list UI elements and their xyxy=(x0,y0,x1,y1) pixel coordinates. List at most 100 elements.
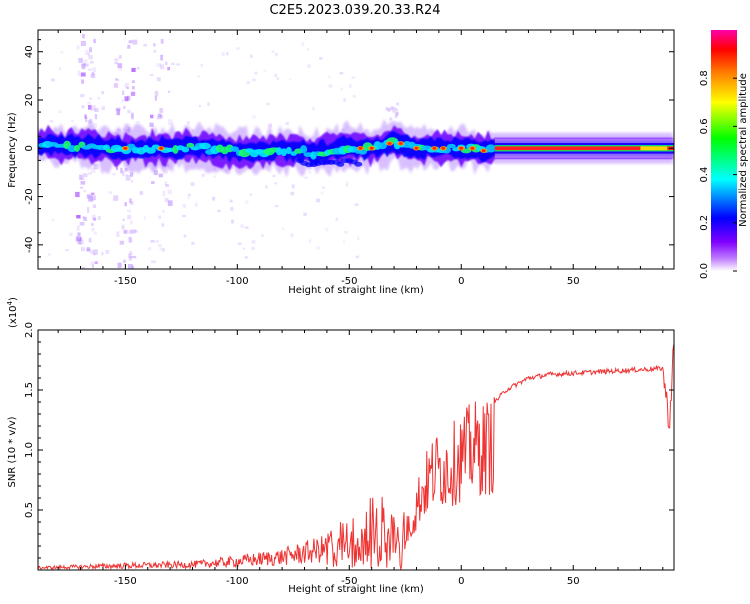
spectrogram-speckle xyxy=(85,64,88,67)
spectrogram-hotspot xyxy=(470,146,475,150)
spectrogram-speckle xyxy=(159,64,165,70)
spectrogram-speckle xyxy=(308,171,312,174)
spectrogram-speckle xyxy=(235,47,240,51)
spectrogram-speckle xyxy=(150,128,153,131)
spectrogram-speckle xyxy=(324,228,329,232)
spectrogram-speckle xyxy=(91,197,95,201)
spectrogram-speckle xyxy=(121,170,125,177)
spectrogram-core xyxy=(199,142,211,150)
spectrogram-speckle xyxy=(385,107,389,111)
spectrogram-core xyxy=(300,145,308,154)
colorbar-tick-label: 0.6 xyxy=(699,118,710,134)
spectrogram-speckle xyxy=(83,63,87,66)
spectrogram-speckle xyxy=(77,239,82,245)
spectrogram-speckle xyxy=(335,217,339,221)
spectrogram-speckle xyxy=(114,58,118,64)
colorbar-tick-label: 0.8 xyxy=(699,70,710,86)
spectrogram-speckle xyxy=(357,236,360,241)
spectrogram-speckle xyxy=(130,112,134,119)
spectrogram-speckle xyxy=(82,189,87,193)
spectrogram-xtick-label: 50 xyxy=(567,276,580,287)
spectrogram-speckle xyxy=(79,239,84,245)
spectrogram-speckle xyxy=(291,184,295,189)
spectrogram-speckle xyxy=(165,184,169,188)
spectrogram-speckle xyxy=(82,173,88,178)
spectrogram-speckle xyxy=(130,172,134,177)
spectrogram-speckle xyxy=(244,226,249,229)
spectrogram-speckle xyxy=(86,194,92,199)
spectrogram-speckle xyxy=(198,104,202,108)
spectrogram-speckle xyxy=(250,54,253,58)
spectrogram-xtick-label: -50 xyxy=(341,276,357,287)
spectrogram-speckle xyxy=(90,61,94,64)
spectrogram-speckle xyxy=(163,169,168,174)
spectrogram-speckle xyxy=(92,214,96,221)
spectrogram-hotspot xyxy=(432,146,437,150)
spectrogram-speckle xyxy=(51,218,55,222)
spectrogram-speckle xyxy=(164,181,167,186)
spectrogram-speckle xyxy=(191,241,195,246)
spectrogram-speckle xyxy=(160,54,164,61)
spectrogram-speckle xyxy=(165,61,168,66)
spectrogram-speckle xyxy=(154,96,157,101)
spectrogram-xtick-label: 0 xyxy=(458,276,464,287)
spectrogram-speckle xyxy=(389,117,393,121)
spectrogram-speckle xyxy=(132,39,138,45)
spectrogram-speckle xyxy=(81,247,85,252)
spectrogram-speckle xyxy=(143,216,146,220)
spectrogram-speckle xyxy=(148,247,152,251)
spectrogram-speckle xyxy=(316,246,321,250)
spectrogram-speckle xyxy=(76,225,80,231)
spectrogram-speckle xyxy=(114,58,120,61)
spectrogram-speckle xyxy=(65,249,69,252)
spectrogram-speckle xyxy=(101,106,105,111)
spectrogram-speckle xyxy=(328,75,331,79)
spectrogram-hotspot xyxy=(123,146,128,150)
spectrogram-speckle xyxy=(127,236,131,243)
spectrogram-speckle xyxy=(81,177,85,180)
snr-xtick-label: -50 xyxy=(341,576,357,587)
colorbar-tick-label: 0.0 xyxy=(699,263,710,279)
colorbar-label: Normalized spectral amplitude xyxy=(738,73,749,227)
spectrogram-core xyxy=(446,143,456,149)
spectrogram-speckle xyxy=(161,223,165,227)
spectrogram-speckle xyxy=(322,186,325,189)
spectrogram-hotspot xyxy=(459,146,464,150)
spectrogram-branch xyxy=(354,161,363,167)
spectrogram-speckle xyxy=(83,216,87,222)
spectrogram-speckle xyxy=(117,63,123,68)
spectrogram-speckle xyxy=(90,223,94,226)
spectrogram-speckle xyxy=(240,224,244,228)
spectrogram-speckle xyxy=(187,121,190,125)
spectrogram-speckle xyxy=(119,240,125,245)
spectrogram-speckle xyxy=(128,256,132,261)
spectrogram-speckle xyxy=(345,181,349,184)
spectrogram-hotspot xyxy=(398,142,403,145)
spectrogram-speckle xyxy=(80,180,86,185)
spectrogram-speckle xyxy=(87,105,92,110)
spectrogram-speckle xyxy=(231,219,235,224)
spectrogram-speckle xyxy=(266,102,270,106)
spectrogram-speckle xyxy=(93,164,99,170)
spectrogram-speckle xyxy=(76,236,82,241)
spectrogram-speckle xyxy=(167,200,173,206)
spectrogram-hotspot xyxy=(159,146,164,150)
snr-axes: -150 -100 -50 0 50 0.5 1.0 1.5 2.0 xyxy=(24,322,674,587)
spectrogram-speckle xyxy=(271,50,275,53)
spectrogram-speckle xyxy=(124,168,128,172)
spectrogram-speckle xyxy=(121,225,125,230)
spectrogram-speckle xyxy=(77,232,81,237)
spectrogram-speckle xyxy=(87,172,92,175)
spectrogram-speckle xyxy=(390,106,394,110)
spectrogram-speckle xyxy=(79,221,85,226)
spectrogram-speckle xyxy=(82,33,85,39)
spectrogram-speckle xyxy=(50,78,55,82)
spectrogram-speckle xyxy=(93,231,98,235)
spectrogram-speckle xyxy=(243,247,246,250)
spectrogram-speckle xyxy=(268,123,273,128)
spectrogram-core xyxy=(285,146,292,155)
spectrogram-speckle xyxy=(83,59,88,64)
spectrogram-speckle xyxy=(123,105,126,109)
spectrogram-speckle xyxy=(91,72,95,75)
